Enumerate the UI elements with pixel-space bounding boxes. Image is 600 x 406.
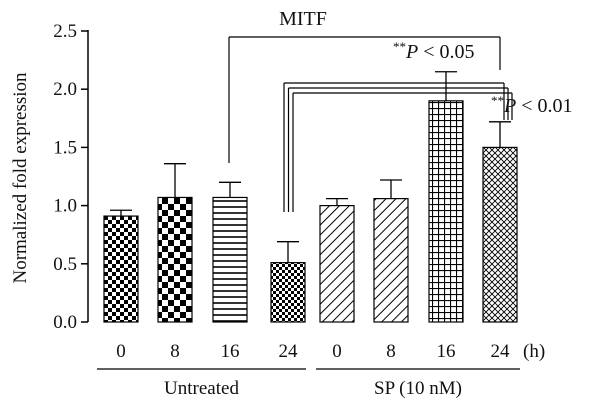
x-tick-label: 16 <box>221 341 240 362</box>
y-tick-label: 1.5 <box>53 137 77 158</box>
axes: 0.0 0.5 1.0 1.5 2.0 2.5 <box>53 21 89 333</box>
x-unit-label: (h) <box>523 341 545 362</box>
y-tick-label: 1.0 <box>53 196 77 217</box>
bar <box>428 100 464 323</box>
bar <box>103 215 139 323</box>
x-tick-label: 8 <box>170 341 180 362</box>
y-tick-label: 0.5 <box>53 254 77 275</box>
category-labels: 0 8 16 24 0 8 16 24 Untreated SP (10 nM) <box>97 341 520 399</box>
bar <box>157 196 193 323</box>
p-value-label-2: **P < 0.01 <box>491 93 573 117</box>
y-tick-label: 2.0 <box>53 79 77 100</box>
x-tick-label: 16 <box>437 341 456 362</box>
bar <box>373 198 409 323</box>
x-tick-label: 0 <box>116 341 126 362</box>
p-value-label-1: **P < 0.05 <box>393 39 475 63</box>
x-tick-label: 8 <box>386 341 396 362</box>
bar <box>482 146 518 323</box>
bar <box>319 205 355 323</box>
bars <box>103 100 518 323</box>
group-label: SP (10 nM) <box>374 378 462 399</box>
error-bars <box>110 71 511 263</box>
x-tick-label: 24 <box>491 341 511 362</box>
y-axis-title: Normalized fold expression <box>10 72 31 284</box>
y-tick-label: 2.5 <box>53 21 77 42</box>
x-tick-label: 24 <box>279 341 299 362</box>
bar <box>270 262 306 323</box>
bar <box>212 196 248 323</box>
group-label: Untreated <box>164 378 239 399</box>
significance-brackets <box>228 36 513 212</box>
gene-label: MITF <box>279 8 327 30</box>
y-tick-label: 0.0 <box>53 312 77 333</box>
x-tick-label: 0 <box>332 341 342 362</box>
